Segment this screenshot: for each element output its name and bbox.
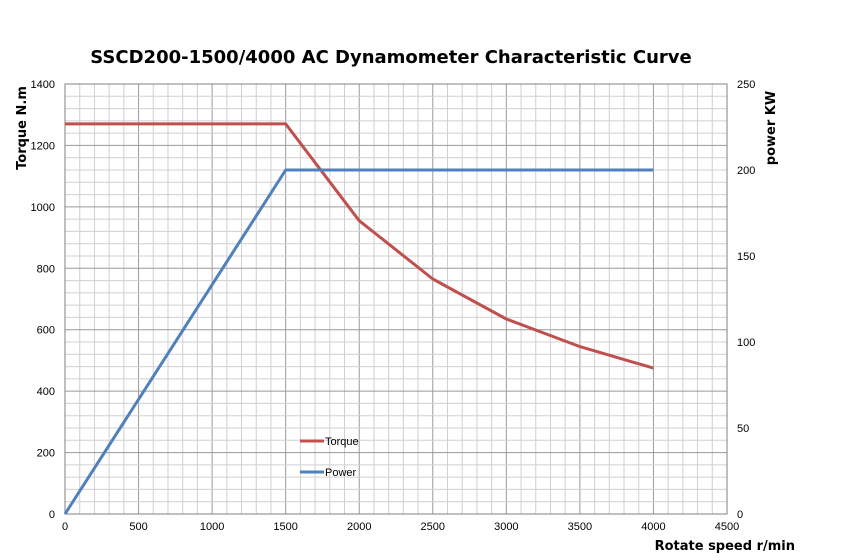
legend-label-power: Power — [325, 467, 357, 479]
y-left-tick-label: 1000 — [31, 202, 55, 214]
plot-area — [64, 83, 728, 515]
y-right-tick-label: 50 — [737, 423, 749, 435]
y-left-axis-title: Torque N.m — [15, 86, 30, 170]
y-left-tick-label: 0 — [49, 509, 55, 521]
x-tick-label: 0 — [62, 521, 68, 533]
y-left-axis-ticks: 0 200 400 600 800 1000 1200 1400 — [31, 79, 55, 521]
y-right-tick-label: 250 — [737, 79, 755, 91]
series-line-torque — [65, 122, 654, 370]
y-right-tick-label: 0 — [737, 509, 743, 521]
x-tick-label: 4000 — [641, 521, 665, 533]
x-tick-label: 3000 — [494, 521, 518, 533]
y-right-axis-title: power KW — [764, 91, 779, 165]
y-left-tick-label: 600 — [37, 325, 55, 337]
y-left-tick-label: 1200 — [31, 140, 55, 152]
y-left-tick-label: 200 — [37, 448, 55, 460]
y-left-tick-label: 1400 — [31, 79, 55, 91]
x-tick-label: 3500 — [568, 521, 592, 533]
y-right-tick-label: 100 — [737, 337, 755, 349]
legend-label-torque: Torque — [325, 436, 359, 448]
x-axis-ticks: 0 500 1000 1500 2000 2500 3000 3500 4000 4500 — [62, 521, 739, 533]
x-tick-label: 4500 — [715, 521, 739, 533]
series-line-power — [63, 168, 654, 515]
y-right-axis-ticks: 0 50 100 150 200 250 — [737, 79, 755, 521]
series-layer — [63, 122, 654, 515]
legend: Torque Power — [300, 436, 359, 479]
y-right-tick-label: 150 — [737, 251, 755, 263]
y-left-tick-label: 400 — [37, 386, 55, 398]
x-tick-label: 500 — [129, 521, 147, 533]
x-axis-title: Rotate speed r/min — [655, 539, 795, 554]
x-tick-label: 1500 — [273, 521, 297, 533]
x-tick-label: 2500 — [421, 521, 445, 533]
y-left-tick-label: 800 — [37, 263, 55, 275]
y-right-tick-label: 200 — [737, 165, 755, 177]
grid — [65, 84, 727, 514]
chart-title: SSCD200-1500/4000 AC Dynamometer Charact… — [90, 47, 691, 68]
x-tick-label: 2000 — [347, 521, 371, 533]
x-tick-label: 1000 — [200, 521, 224, 533]
